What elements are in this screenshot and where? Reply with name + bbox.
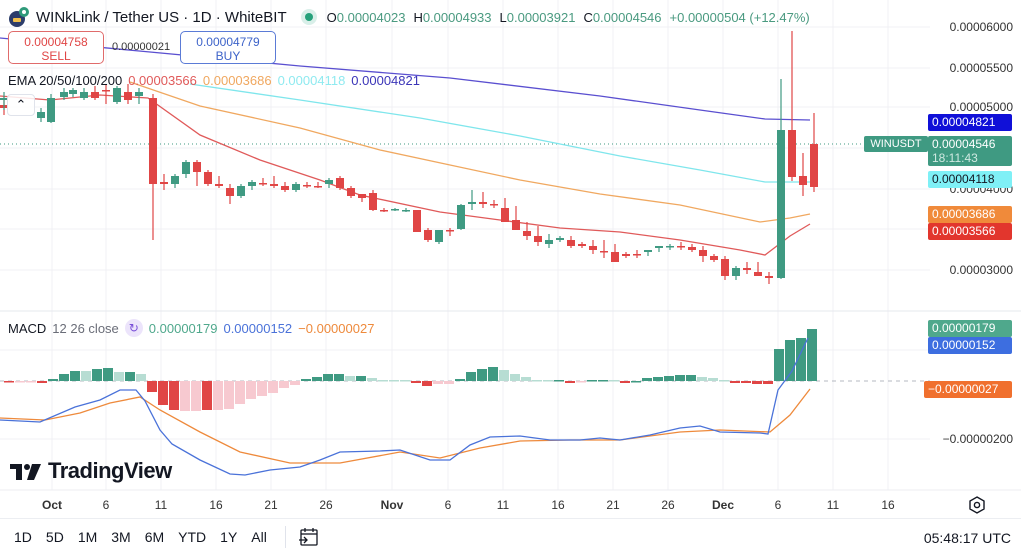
hist-value: −0.00000027 [298, 320, 375, 336]
utc-clock[interactable]: 05:48:17 UTC [923, 530, 1011, 546]
macd-tick: −0.00000200 [942, 432, 1013, 446]
price-tick: 0.00003000 [949, 263, 1013, 277]
time-tick-label: Nov [380, 498, 404, 512]
buy-label: BUY [215, 49, 241, 63]
time-tick-label: Dec [711, 498, 735, 512]
range-ytd-button[interactable]: YTD [178, 529, 207, 545]
sell-label: SELL [41, 49, 71, 63]
time-tick-label: 11 [826, 498, 840, 512]
buy-button[interactable]: 0.00004779 BUY [180, 31, 276, 64]
ema-lines [0, 37, 811, 256]
sell-price: 0.00004758 [24, 35, 88, 49]
collapse-legend-button[interactable]: ⌃ [7, 94, 35, 116]
price-tick: 0.00005000 [949, 100, 1013, 114]
signal-value: 0.00000152 [223, 320, 293, 336]
time-tick-label: 16 [881, 498, 895, 512]
range-selector: 1D 5D 1M 3M 6M YTD 1Y All [0, 526, 320, 548]
market-open-indicator-icon [300, 9, 317, 25]
sell-button[interactable]: 0.00004758 SELL [8, 31, 104, 64]
candle-countdown: 18:11:43 [932, 151, 978, 165]
macd-params: 12 26 close [52, 320, 119, 336]
symbol-header: WINkLink / Tether US · 1D · WhiteBIT O0.… [8, 6, 810, 28]
signal-price-tag: 0.00000152 [928, 337, 1012, 354]
go-to-date-calendar-icon[interactable] [298, 526, 320, 548]
close-value: 0.00004546 [592, 9, 662, 25]
tradingview-logo[interactable]: TradingView [10, 458, 172, 484]
time-tick-label: 26 [661, 498, 675, 512]
range-3m-button[interactable]: 3M [111, 529, 131, 545]
time-tick-label: 21 [606, 498, 620, 512]
time-tick-label: 11 [154, 498, 168, 512]
candlesticks [0, 31, 818, 284]
ema-legend[interactable]: EMA 20/50/100/200 0.00003566 0.00003686 … [8, 73, 420, 88]
time-tick-label: 16 [551, 498, 565, 512]
macd-value: 0.00000179 [148, 320, 218, 336]
macd-legend[interactable]: MACD 12 26 close ↻ 0.00000179 0.00000152… [8, 319, 374, 337]
time-tick-label: Oct [41, 498, 63, 512]
tradingview-logo-icon [10, 464, 41, 480]
winklink-logo-icon [8, 6, 30, 28]
ema200-value: 0.00004821 [351, 73, 420, 88]
range-all-button[interactable]: All [251, 529, 267, 545]
buy-price: 0.00004779 [196, 35, 260, 49]
ema-label: EMA 20/50/100/200 [8, 73, 123, 88]
low-value: 0.00003921 [506, 9, 576, 25]
range-5d-button[interactable]: 5D [45, 529, 64, 545]
refresh-icon[interactable]: ↻ [124, 319, 143, 337]
last-price: 0.00004546 [932, 137, 996, 151]
bottom-toolbar: 1D 5D 1M 3M 6M YTD 1Y All [0, 518, 1021, 555]
ema50-value: 0.00003686 [202, 73, 272, 88]
spread-value: 0.00000021 [112, 41, 171, 53]
time-tick-label: 6 [102, 498, 110, 512]
symbol-price-tag: WINUSDT [864, 136, 928, 152]
ema20-price-tag: 0.00003566 [928, 223, 1012, 240]
range-1m-button[interactable]: 1M [77, 529, 98, 545]
time-tick-label: 21 [264, 498, 278, 512]
time-tick-label: 6 [444, 498, 452, 512]
macd-price-tag: 0.00000179 [928, 320, 1012, 337]
macd-lines [0, 337, 811, 476]
chevron-up-icon: ⌃ [15, 97, 27, 112]
macd-label: MACD [8, 320, 47, 336]
ema200-price-tag: 0.00004821 [928, 114, 1012, 131]
time-tick-label: 11 [496, 498, 510, 512]
ema50-price-tag: 0.00003686 [928, 206, 1012, 223]
price-tick: 0.00005500 [949, 61, 1013, 75]
hist-price-tag: −0.00000027 [924, 381, 1012, 398]
ema20-value: 0.00003566 [128, 73, 197, 88]
time-tick-label: 16 [209, 498, 223, 512]
time-tick-label: 26 [319, 498, 333, 512]
macd-histogram [4, 329, 817, 411]
ohlc-values: O0.00004023 H0.00004933 L0.00003921 C0.0… [326, 9, 810, 25]
time-tick-label: 6 [774, 498, 782, 512]
settings-icon[interactable] [968, 496, 986, 514]
ema100-price-tag: 0.00004118 [928, 171, 1012, 188]
range-6m-button[interactable]: 6M [144, 529, 165, 545]
ema100-value: 0.00004118 [277, 73, 346, 88]
change-value: +0.00000504 (+12.47%) [669, 9, 810, 25]
high-value: 0.00004933 [422, 9, 492, 25]
price-tick: 0.00006000 [949, 20, 1013, 34]
range-1y-button[interactable]: 1Y [220, 529, 238, 545]
toolbar-divider [284, 526, 286, 548]
open-value: 0.00004023 [336, 9, 406, 25]
symbol-title[interactable]: WINkLink / Tether US · 1D · WhiteBIT [36, 8, 287, 26]
tradingview-wordmark: TradingView [48, 458, 172, 483]
last-price-tag: 0.00004546 18:11:43 [928, 136, 1012, 166]
range-1d-button[interactable]: 1D [14, 529, 32, 545]
